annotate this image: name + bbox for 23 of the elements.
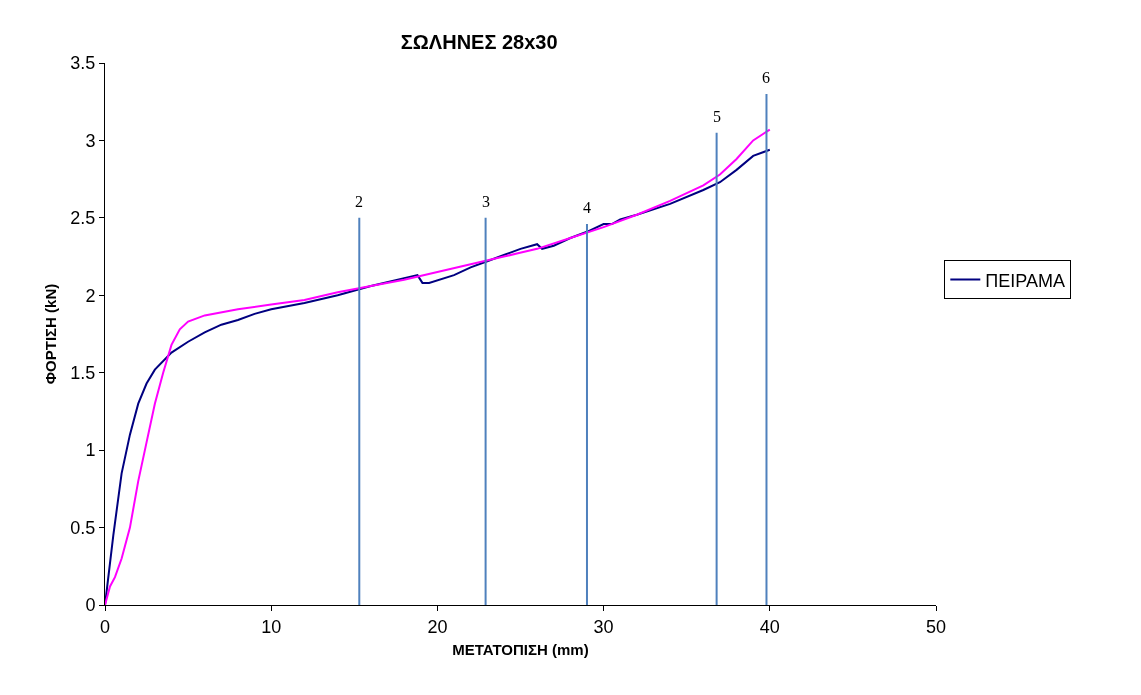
y-tick-label: 1.5 [70, 363, 96, 384]
x-tick-label: 0 [99, 616, 111, 637]
annotation: 6 [762, 69, 770, 86]
annotation: 4 [583, 199, 591, 216]
x-tick-label: 20 [427, 616, 448, 637]
y-tick-label: 1 [85, 440, 96, 461]
y-tick-label: 3.5 [70, 53, 96, 74]
y-axis-title: ΦΟΡΤΙΣΗ (kN) [41, 283, 59, 385]
annotation: 2 [355, 193, 363, 210]
legend-label: ΠΕΙΡΑΜΑ [985, 270, 1065, 291]
annotation: 3 [482, 193, 490, 210]
y-tick-label: 3 [85, 130, 96, 151]
chart-title: ΣΩΛΗΝΕΣ 28x30 [400, 30, 558, 53]
x-tick-label: 30 [593, 616, 614, 637]
annotation: 5 [713, 108, 721, 125]
x-tick-label: 40 [759, 616, 780, 637]
x-axis-title: ΜΕΤΑΤΟΠΙΣΗ (mm) [452, 640, 589, 658]
x-tick-label: 10 [261, 616, 282, 637]
y-tick-label: 2 [85, 285, 96, 306]
y-tick-label: 0 [85, 595, 96, 616]
y-tick-label: 2.5 [70, 208, 96, 229]
x-tick-label: 50 [925, 616, 947, 637]
y-tick-label: 0.5 [70, 517, 96, 538]
